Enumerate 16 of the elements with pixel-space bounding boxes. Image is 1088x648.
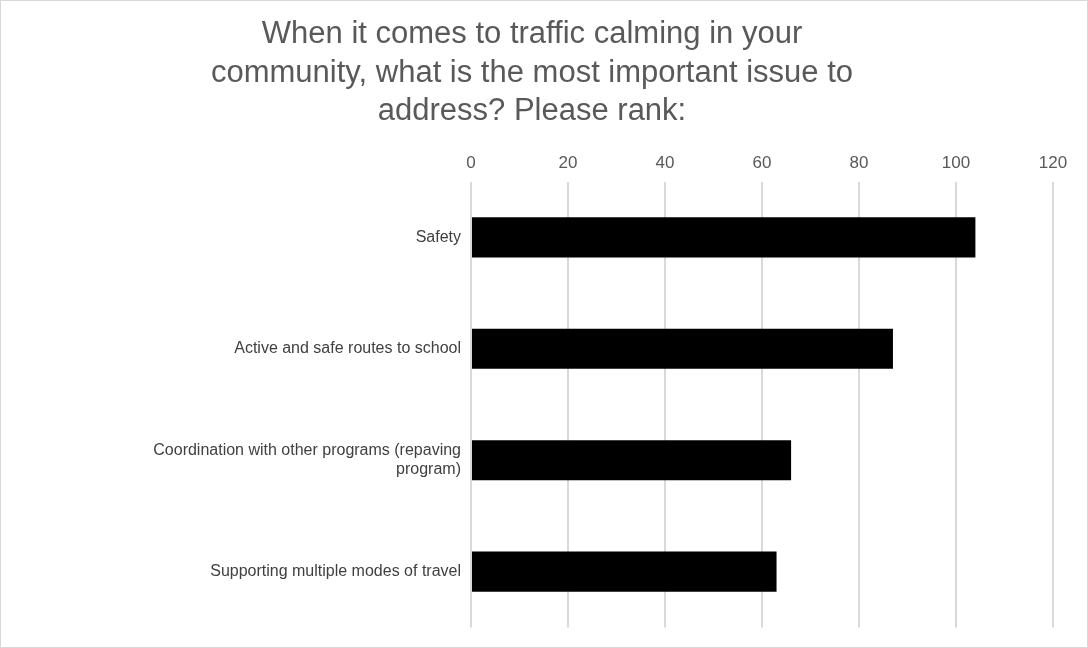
x-tick-label: 120 bbox=[1038, 153, 1068, 173]
bar bbox=[472, 328, 893, 369]
x-tick-label: 40 bbox=[655, 153, 675, 173]
y-tick-label: Coordination with other programs (repaving program) bbox=[153, 441, 461, 478]
bar bbox=[472, 551, 777, 592]
x-tick-label: 0 bbox=[466, 153, 476, 173]
y-tick-label: Active and safe routes to school bbox=[234, 339, 461, 357]
x-tick-label: 100 bbox=[941, 153, 971, 173]
bar bbox=[472, 217, 976, 258]
x-tick-label: 60 bbox=[752, 153, 772, 173]
y-tick-label: Supporting multiple modes of travel bbox=[210, 562, 461, 580]
bar bbox=[472, 440, 792, 481]
x-tick-label: 20 bbox=[558, 153, 578, 173]
x-tick-label: 80 bbox=[849, 153, 869, 173]
y-tick-label: Safety bbox=[415, 227, 461, 245]
chart-title: When it comes to traffic calming in your community, what is the most important issue to address? Please rank: bbox=[210, 14, 854, 128]
